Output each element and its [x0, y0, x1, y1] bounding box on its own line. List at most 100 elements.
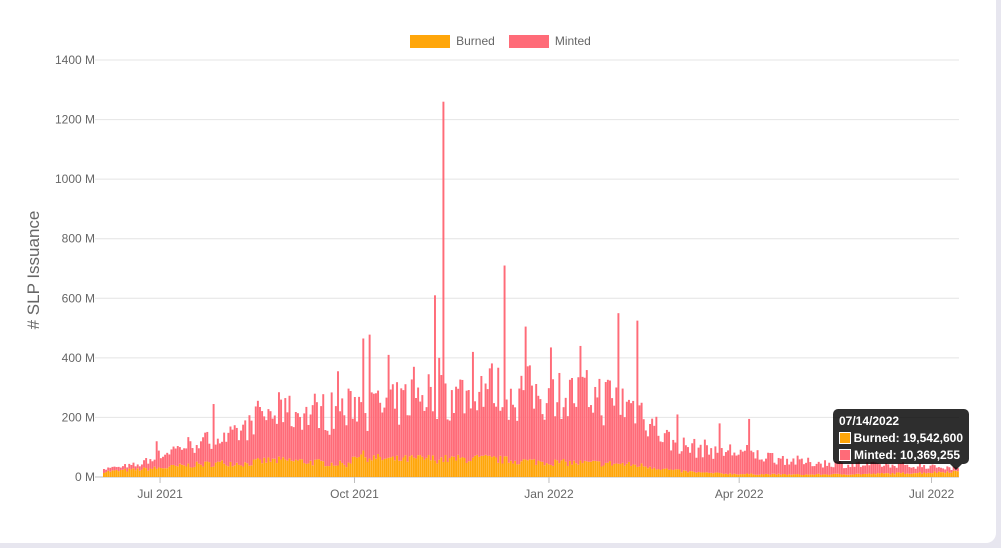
bar-minted — [379, 402, 382, 458]
bar-burned — [819, 474, 822, 477]
bar-minted — [221, 441, 224, 461]
bar-minted — [147, 463, 150, 471]
bar-minted — [111, 466, 114, 471]
bar-burned — [374, 458, 377, 477]
bar-minted — [914, 468, 917, 474]
bar-burned — [303, 463, 306, 477]
bar-burned — [598, 461, 601, 477]
bar-burned — [948, 472, 951, 477]
bar-minted — [292, 427, 295, 462]
bar-minted — [769, 453, 772, 475]
bar-burned — [623, 465, 626, 477]
bar-burned — [164, 468, 167, 477]
bar-burned — [197, 463, 200, 477]
bar-minted — [495, 406, 498, 458]
bar-burned — [762, 474, 765, 477]
bar-minted — [256, 400, 259, 459]
bar-burned — [708, 472, 711, 477]
bar-minted — [178, 447, 181, 464]
bar-minted — [423, 410, 426, 460]
bar-minted — [547, 388, 550, 465]
bar-burned — [676, 469, 679, 477]
bar-burned — [440, 457, 443, 477]
bar-burned — [480, 455, 483, 477]
bar-burned — [457, 454, 460, 477]
bar-burned — [891, 472, 894, 477]
bar-burned — [153, 466, 156, 477]
bar-minted — [908, 467, 911, 474]
bar-burned — [379, 457, 382, 477]
bar-minted — [937, 467, 940, 472]
bar-burned — [779, 474, 782, 477]
bar-burned — [539, 461, 542, 477]
bar-burned — [678, 469, 681, 477]
bar-minted — [712, 458, 715, 474]
bar-burned — [665, 468, 668, 477]
bar-minted — [421, 395, 424, 457]
bar-burned — [876, 473, 879, 477]
bar-minted — [301, 429, 304, 460]
bar-burned — [697, 471, 700, 477]
bar-minted — [467, 390, 470, 462]
bar-burned — [895, 472, 898, 477]
bar-minted — [366, 430, 369, 462]
bar-minted — [737, 454, 740, 475]
bar-minted — [374, 393, 377, 459]
bar-minted — [752, 452, 755, 475]
bar-burned — [393, 460, 396, 477]
bar-burned — [927, 472, 930, 477]
bar-burned — [813, 474, 816, 477]
bar-burned — [781, 474, 784, 477]
bar-minted — [134, 466, 137, 471]
legend-item-burned[interactable]: Burned — [410, 34, 495, 48]
bar-minted — [689, 452, 692, 472]
bar-minted — [655, 416, 658, 470]
bar-burned — [560, 460, 563, 477]
bar-minted — [735, 455, 738, 475]
bar-minted — [252, 434, 255, 460]
bar-burned — [794, 474, 797, 477]
bar-burned — [701, 472, 704, 477]
bar-minted — [128, 463, 131, 469]
bar-burned — [273, 458, 276, 477]
legend-item-minted[interactable]: Minted — [508, 34, 591, 48]
bar-minted — [568, 379, 571, 461]
bar-burned — [950, 472, 953, 477]
bar-burned — [735, 474, 738, 477]
bar-burned — [752, 474, 755, 477]
bar-burned — [421, 456, 424, 477]
bar-minted — [554, 416, 557, 460]
bar-burned — [611, 465, 614, 477]
bar-burned — [712, 473, 715, 477]
bar-burned — [758, 474, 761, 477]
bar-burned — [674, 469, 677, 477]
bar-minted — [119, 467, 122, 470]
bar-minted — [385, 397, 388, 459]
bar-burned — [693, 471, 696, 477]
bar-minted — [164, 454, 167, 469]
bar-minted — [838, 460, 841, 475]
bar-minted — [322, 394, 325, 462]
bar-burned — [509, 460, 512, 477]
bar-minted — [431, 411, 434, 456]
bar-minted — [235, 427, 238, 463]
bar-burned — [583, 460, 586, 477]
bar-burned — [202, 466, 205, 477]
bar-minted — [170, 449, 173, 465]
bar-minted — [583, 377, 586, 461]
bar-burned — [606, 462, 609, 477]
bar-burned — [189, 467, 192, 477]
bar-burned — [954, 470, 957, 477]
bar-minted — [617, 313, 620, 464]
bar-minted — [923, 465, 926, 473]
bar-burned — [261, 463, 264, 477]
bar-burned — [714, 472, 717, 477]
bar-minted — [779, 458, 782, 475]
bar-minted — [634, 423, 637, 465]
bar-minted — [695, 457, 698, 473]
bar-burned — [275, 463, 278, 477]
x-tick-label: Oct 2021 — [330, 487, 379, 501]
bar-burned — [366, 461, 369, 477]
bar-minted — [606, 379, 609, 463]
